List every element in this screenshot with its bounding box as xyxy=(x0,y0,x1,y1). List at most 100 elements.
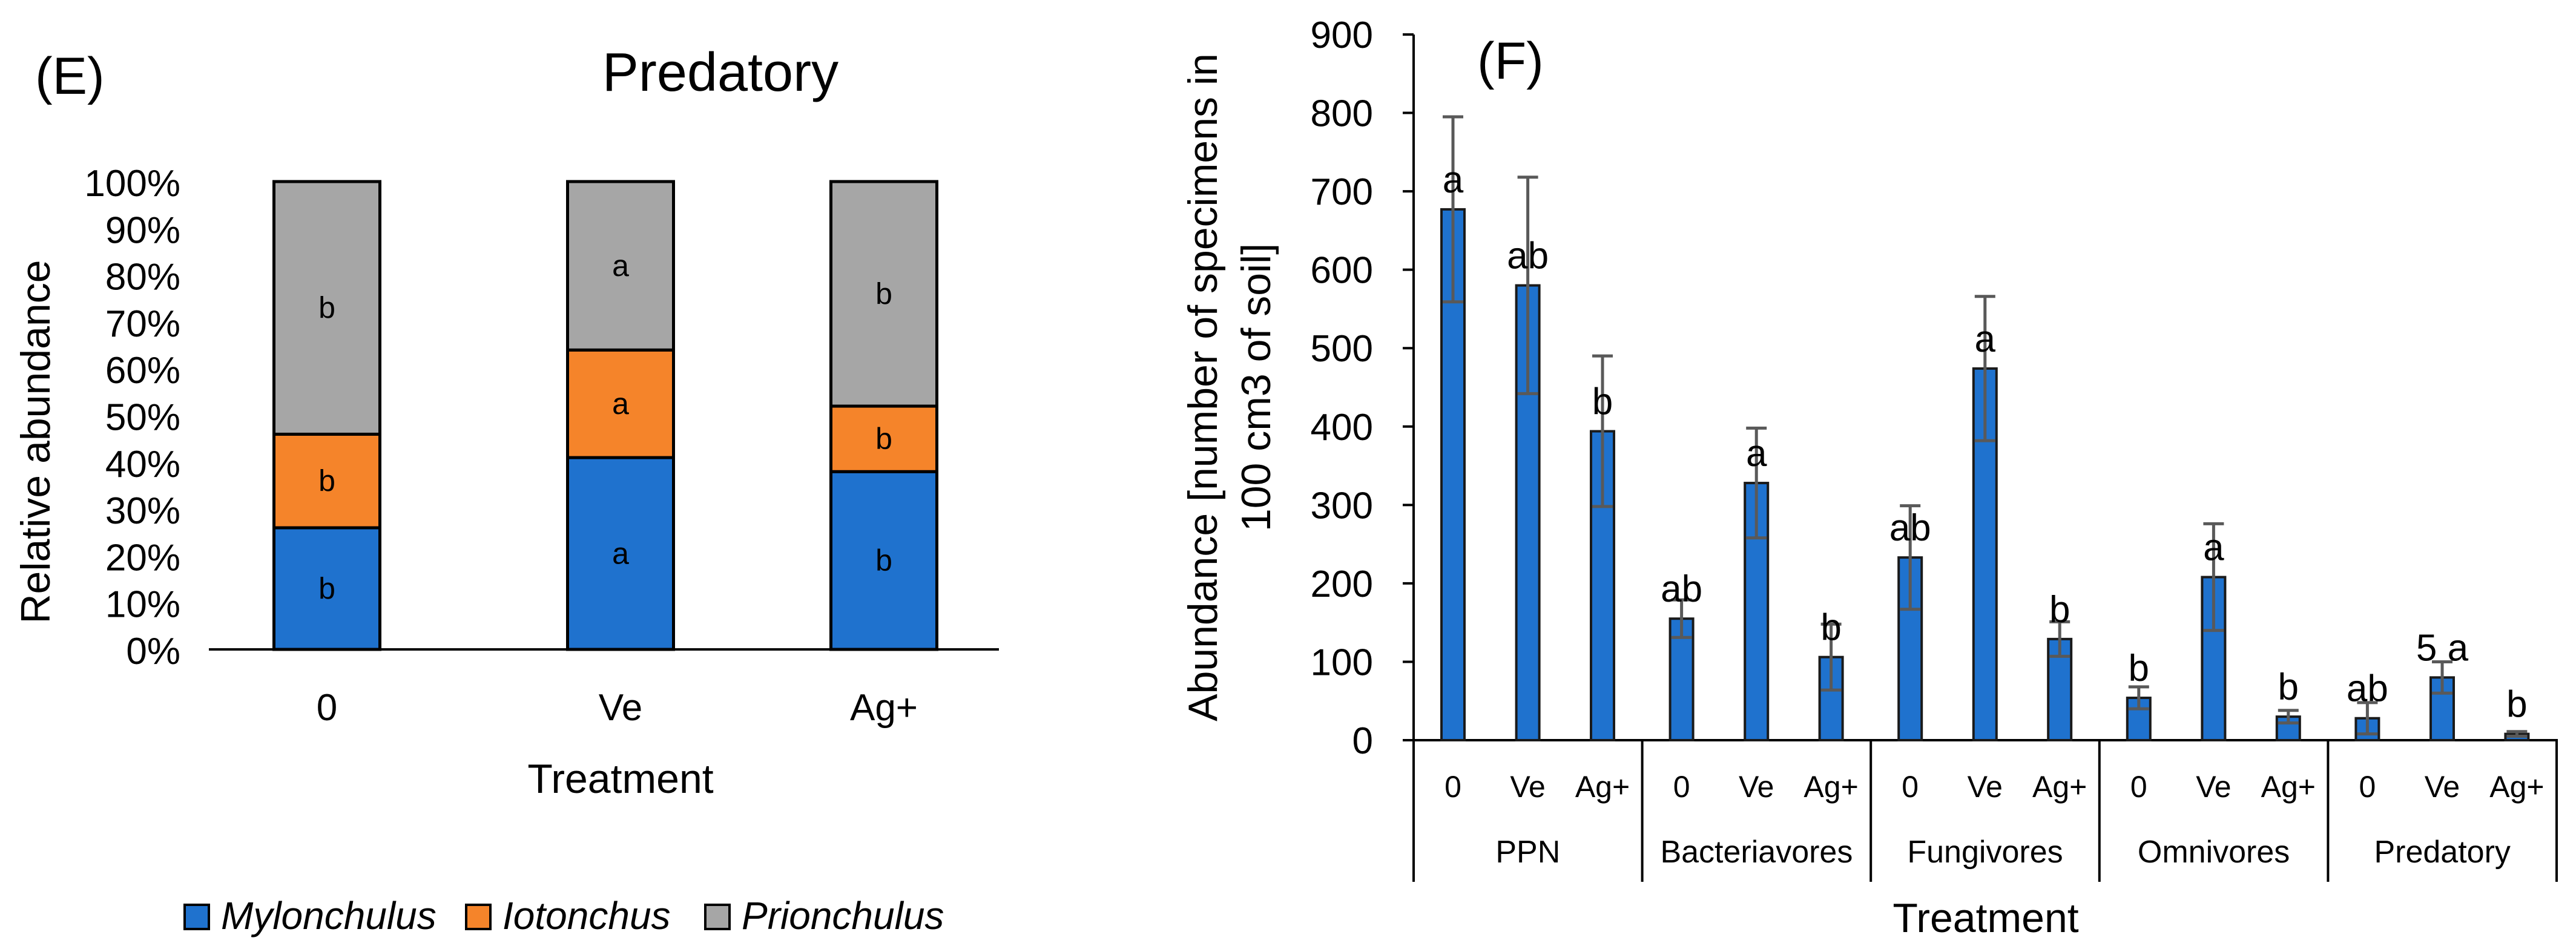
chart-f-group-label: Bacteriavores xyxy=(1660,835,1853,870)
chart-f-x-tick-label: 0 xyxy=(1444,770,1461,804)
chart-f-x-tick-label: 0 xyxy=(1673,770,1690,804)
chart-f-significance-letter: a xyxy=(1746,433,1767,475)
legend-swatch-iotonchus xyxy=(465,904,492,930)
panel-label-f: (F) xyxy=(1477,32,1544,90)
chart-e-y-tick-label: 90% xyxy=(105,209,180,251)
chart-f-significance-letter: b xyxy=(2278,666,2299,708)
chart-f-x-tick-label: Ve xyxy=(1968,770,2003,804)
chart-f-significance-letter: ab xyxy=(1661,568,1702,610)
chart-e-x-tick-label: Ag+ xyxy=(850,687,918,729)
chart-f-significance-letter: ab xyxy=(2347,668,2388,710)
chart-f-x-tick-label: Ag+ xyxy=(2032,770,2087,804)
chart-e-y-tick-label: 40% xyxy=(105,444,180,485)
chart-f-y-tick-label: 900 xyxy=(1311,15,1373,56)
chart-f-x-categories: 0 Ve Ag+ PPN 0 Ve Ag+ Bacteriavores 0 Ve Ag+ Fungiv… xyxy=(1412,740,2558,882)
panel-label-e: (E) xyxy=(35,47,105,105)
chart-f-x-tick-label: Ag+ xyxy=(2261,770,2316,804)
chart-e-y-tick-label: 20% xyxy=(105,537,180,579)
chart-e-bar-segment-prionchulus xyxy=(566,180,675,352)
chart-f-significance-letter: ab xyxy=(1889,507,1931,549)
chart-f-y-tick-label: 300 xyxy=(1311,485,1373,527)
chart-f-y-axis-label: Abundance [number of specimens in 100 cm… xyxy=(1180,53,1279,721)
chart-e-segment-letter: b xyxy=(875,277,892,311)
legend-swatch-mylonchulus xyxy=(183,904,210,930)
chart-e-segment-letter: b xyxy=(875,543,892,577)
chart-e-y-tick-label: 10% xyxy=(105,584,180,626)
chart-f-x-tick-label: Ve xyxy=(1739,770,1774,804)
chart-f-significance-letter: ab xyxy=(1507,235,1549,277)
chart-f-x-tick-label: Ag+ xyxy=(1804,770,1858,804)
chart-e-y-tick-label: 30% xyxy=(105,490,180,532)
chart-e-bar-segment-iotonchus xyxy=(566,348,675,459)
chart-e-segment-letter: a xyxy=(612,249,629,283)
chart-e-x-axis-label: Treatment xyxy=(527,756,713,802)
chart-f-significance-letter: b xyxy=(1592,381,1613,423)
chart-e-x-tick-label: 0 xyxy=(317,687,337,729)
chart-f-significance-letter: b xyxy=(1820,607,1841,649)
chart-e-legend: Mylonchulus Iotonchus Prionchulus xyxy=(183,894,944,938)
chart-f-x-tick-label: Ve xyxy=(2425,770,2460,804)
chart-f-y-tick-label: 500 xyxy=(1311,328,1373,370)
legend-label-prionchulus: Prionchulus xyxy=(742,894,944,938)
chart-f-significance-letter: b xyxy=(2049,589,2070,631)
chart-f-significance-letter: a xyxy=(1975,318,1996,360)
chart-f-x-tick-label: Ag+ xyxy=(2489,770,2544,804)
chart-f-group-label: Fungivores xyxy=(1907,835,2063,870)
chart-e-y-tick-label: 0% xyxy=(126,631,180,672)
chart-f-significance-letter: b xyxy=(2129,648,2149,689)
chart-e: (E) Predatory 0% 10% 20% 30% 40% 50% 60% 70% 80%… xyxy=(13,42,999,938)
chart-f-x-tick-label: 0 xyxy=(2130,770,2147,804)
chart-e-bars xyxy=(272,180,938,651)
chart-e-segment-letter: b xyxy=(318,291,335,325)
chart-f-y-axis-label-line-2: 100 cm3 of soil] xyxy=(1233,243,1279,531)
chart-f-x-tick-label: Ve xyxy=(2196,770,2231,804)
chart-f-group-label: PPN xyxy=(1495,835,1560,870)
chart-f-y-tick-label: 200 xyxy=(1311,563,1373,605)
chart-e-title: Predatory xyxy=(602,42,838,103)
chart-e-y-tick-label: 60% xyxy=(105,350,180,392)
chart-f-y-tick-label: 400 xyxy=(1311,407,1373,448)
chart-e-bar-segment-prionchulus xyxy=(829,180,938,408)
chart-e-x-tick-label: Ve xyxy=(599,687,642,729)
chart-e-segment-letter: b xyxy=(318,572,335,606)
chart-f-x-tick-label: 0 xyxy=(1902,770,1919,804)
chart-e-segment-letter: a xyxy=(612,387,629,421)
chart-f-y-tick-label: 100 xyxy=(1311,642,1373,683)
chart-e-x-ticks: 0 Ve Ag+ xyxy=(317,687,918,729)
chart-e-bar-segment-prionchulus xyxy=(272,180,381,436)
legend-label-mylonchulus: Mylonchulus xyxy=(221,894,436,938)
chart-f-x-tick-label: 0 xyxy=(2359,770,2376,804)
chart-f-group-label: Omnivores xyxy=(2138,835,2290,870)
chart-e-segment-letter: b xyxy=(318,464,335,498)
chart-e-y-tick-label: 100% xyxy=(84,163,180,205)
chart-f-x-tick-label: Ve xyxy=(1510,770,1545,804)
legend-label-iotonchus: Iotonchus xyxy=(502,894,671,938)
chart-f-y-tick-label: 800 xyxy=(1311,93,1373,135)
chart-f-y-tick-label: 600 xyxy=(1311,250,1373,292)
chart-e-bar-segment-iotonchus xyxy=(272,432,381,530)
chart-e-bar-segment-mylonchulus xyxy=(566,456,675,651)
chart-f-y-tick-label: 0 xyxy=(1352,720,1373,762)
chart-f-group-label: Predatory xyxy=(2374,835,2510,870)
chart-e-segment-letter: a xyxy=(612,537,629,571)
chart-e-bar-segment-mylonchulus xyxy=(272,526,381,651)
chart-e-bar-segment-iotonchus xyxy=(829,404,938,473)
chart-f-significance-letter: 5 a xyxy=(2416,627,2469,669)
chart-f-bar xyxy=(1440,208,1466,741)
chart-f-y-tick-label: 700 xyxy=(1311,171,1373,213)
chart-f-y-ticks: 0 100 200 300 400 500 600 700 800 900 xyxy=(1311,15,1414,762)
chart-e-segment-letter: b xyxy=(875,422,892,456)
chart-e-y-tick-label: 80% xyxy=(105,257,180,298)
chart-e-y-ticks: 0% 10% 20% 30% 40% 50% 60% 70% 80% 90%100% xyxy=(84,163,180,672)
chart-f-y-axis-label-line-1: Abundance [number of specimens in xyxy=(1180,53,1226,721)
chart-f-x-tick-label: Ag+ xyxy=(1575,770,1630,804)
legend-swatch-prionchulus xyxy=(704,904,731,930)
chart-f-significance-letter: a xyxy=(2203,527,2224,569)
chart-e-y-axis-label: Relative abundance xyxy=(13,260,59,623)
chart-f-x-axis-label: Treatment xyxy=(1892,895,2078,941)
chart-f-significance-letter: a xyxy=(1443,159,1464,201)
chart-e-segment-labels: b b b a a a b b b xyxy=(318,249,892,605)
